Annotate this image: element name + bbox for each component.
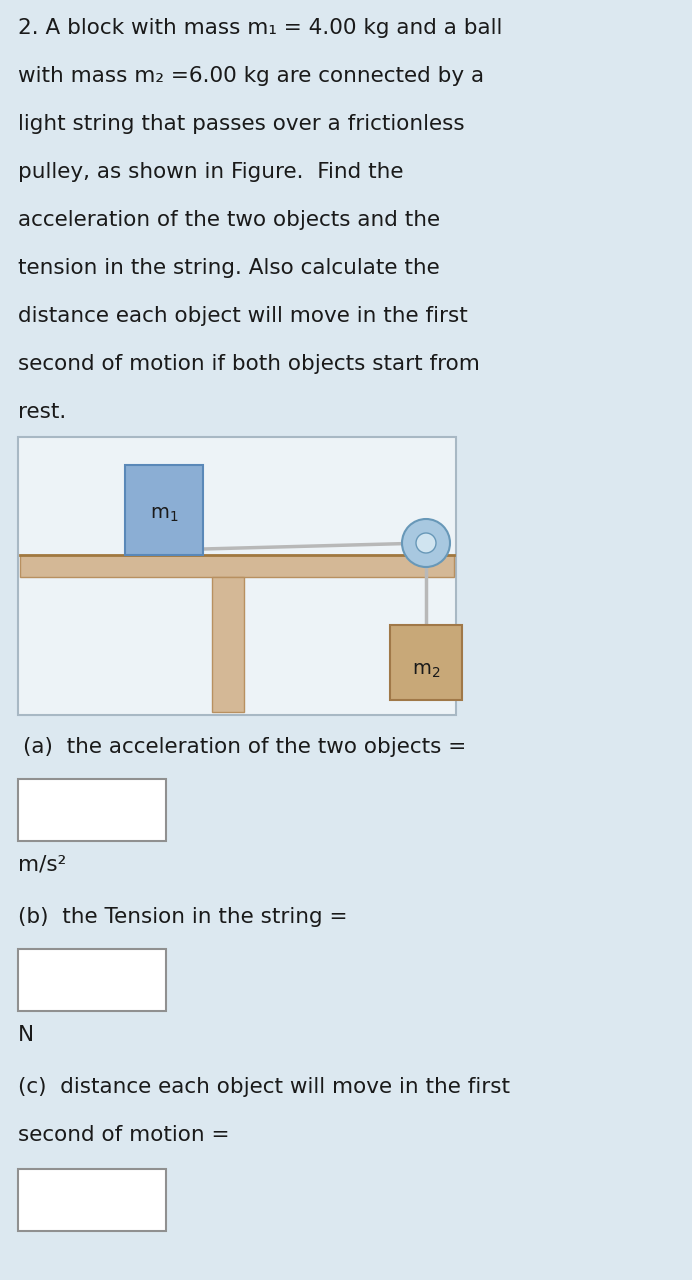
Bar [18, 948, 166, 1011]
Bar [212, 577, 244, 712]
Text: with mass m₂ =6.00 kg are connected by a: with mass m₂ =6.00 kg are connected by a [18, 67, 484, 86]
Text: 2. A block with mass m₁ = 4.00 kg and a ball: 2. A block with mass m₁ = 4.00 kg and a … [18, 18, 502, 38]
Bar [125, 465, 203, 556]
Circle shape [416, 532, 436, 553]
Text: distance each object will move in the first: distance each object will move in the fi… [18, 306, 468, 326]
Text: (b)  the Tension in the string =: (b) the Tension in the string = [18, 908, 347, 927]
Bar [18, 780, 166, 841]
Text: second of motion if both objects start from: second of motion if both objects start f… [18, 355, 480, 374]
Text: (a)  the acceleration of the two objects =: (a) the acceleration of the two objects … [23, 737, 466, 756]
Text: tension in the string. Also calculate the: tension in the string. Also calculate th… [18, 259, 439, 278]
Text: pulley, as shown in Figure.  Find the: pulley, as shown in Figure. Find the [18, 163, 403, 182]
Text: light string that passes over a frictionless: light string that passes over a friction… [18, 114, 464, 134]
Bar [18, 436, 456, 716]
Text: m$_2$: m$_2$ [412, 660, 440, 680]
Text: m$_1$: m$_1$ [150, 506, 179, 524]
Bar [390, 625, 462, 700]
Text: second of motion =: second of motion = [18, 1125, 230, 1146]
Bar [20, 556, 454, 577]
Bar [18, 1169, 166, 1231]
Text: acceleration of the two objects and the: acceleration of the two objects and the [18, 210, 440, 230]
Text: (c)  distance each object will move in the first: (c) distance each object will move in th… [18, 1076, 510, 1097]
Text: rest.: rest. [18, 402, 66, 422]
Text: N: N [18, 1025, 34, 1044]
Circle shape [402, 518, 450, 567]
Text: m/s²: m/s² [18, 855, 66, 876]
